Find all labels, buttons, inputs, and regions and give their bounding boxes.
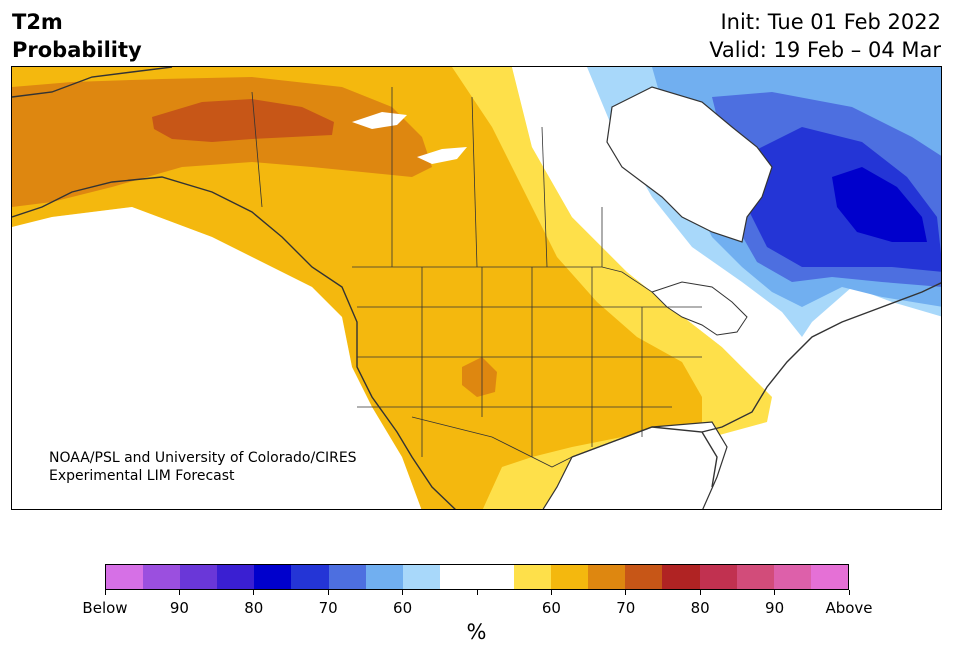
colorbar-segment — [588, 565, 626, 589]
great-lakes — [651, 281, 748, 336]
colorbar-tick-label: 80 — [244, 599, 264, 617]
great-bear-lake — [352, 112, 407, 129]
credit-line-1: NOAA/PSL and University of Colorado/CIRE… — [49, 450, 357, 466]
colorbar-unit: % — [466, 620, 487, 644]
init-date: Init: Tue 01 Feb 2022 — [720, 10, 941, 34]
colorbar-segment — [699, 565, 737, 589]
colorbar — [105, 564, 849, 590]
colorbar-tick-label: Above — [825, 599, 873, 617]
colorbar-segment — [736, 565, 774, 589]
colorbar-tick-label: 70 — [616, 599, 636, 617]
forecast-dates: Init: Tue 01 Feb 2022 Valid: 19 Feb – 04… — [709, 8, 941, 64]
colorbar-tick-label: Below — [82, 599, 128, 617]
pacific-ocean — [12, 207, 422, 509]
colorbar-segment — [551, 565, 589, 589]
colorbar-tick — [253, 590, 255, 595]
colorbar-tick — [550, 590, 552, 595]
colorbar-tick — [774, 590, 776, 595]
colorbar-tick — [699, 590, 701, 595]
colorbar-segment — [217, 565, 255, 589]
great-slave-lake — [417, 147, 467, 164]
colorbar-segment — [106, 565, 144, 589]
colorbar-segment — [254, 565, 292, 589]
colorbar-tick — [178, 590, 180, 595]
title-line-1: T2m — [12, 10, 63, 34]
map-title: T2m Probability — [12, 8, 142, 64]
colorbar-tick-label: 90 — [169, 599, 189, 617]
colorbar-tick-label: 70 — [318, 599, 338, 617]
colorbar-segment — [810, 565, 848, 589]
colorbar-tick — [402, 590, 404, 595]
colorbar-segment — [180, 565, 218, 589]
colorbar-segment — [143, 565, 181, 589]
colorbar-segment — [402, 565, 440, 589]
credit-line-2: Experimental LIM Forecast — [49, 468, 235, 484]
probability-map — [11, 66, 942, 510]
colorbar-segment — [439, 565, 477, 589]
title-line-2: Probability — [12, 38, 142, 62]
colorbar-segment — [476, 565, 515, 589]
coastlines — [12, 67, 941, 509]
colorbar-segment — [365, 565, 403, 589]
political-borders — [251, 87, 702, 468]
colorbar-tick — [848, 590, 850, 595]
colorbar-segment — [625, 565, 663, 589]
colorbar-segment — [773, 565, 811, 589]
colorbar-tick-label: 80 — [690, 599, 710, 617]
colorbar-tick — [327, 590, 329, 595]
colorbar-segment — [328, 565, 366, 589]
colorbar-segment — [662, 565, 700, 589]
above-75-region — [152, 99, 334, 142]
below-80-region — [832, 167, 927, 242]
colorbar-tick-label: 60 — [541, 599, 561, 617]
colorbar-ticks — [0, 590, 953, 596]
colorbar-tick-label: 90 — [765, 599, 785, 617]
hudson-bay — [606, 86, 773, 243]
colorbar-tick-labels: Below 90 80 70 60 60 70 80 90 Above — [0, 599, 953, 619]
valid-period: Valid: 19 Feb – 04 Mar — [709, 38, 941, 62]
colorbar-tick — [476, 590, 478, 595]
colorbar-tick-label: 60 — [393, 599, 413, 617]
colorbar-segment — [291, 565, 329, 589]
map-canvas — [12, 67, 941, 509]
above-70-region-southwest — [462, 357, 497, 397]
colorbar-tick — [625, 590, 627, 595]
above-70-region — [12, 77, 432, 207]
colorbar-tick — [104, 590, 106, 595]
credit-text: NOAA/PSL and University of Colorado/CIRE… — [49, 449, 357, 485]
colorbar-segment — [514, 565, 552, 589]
above-65-region — [12, 67, 702, 509]
